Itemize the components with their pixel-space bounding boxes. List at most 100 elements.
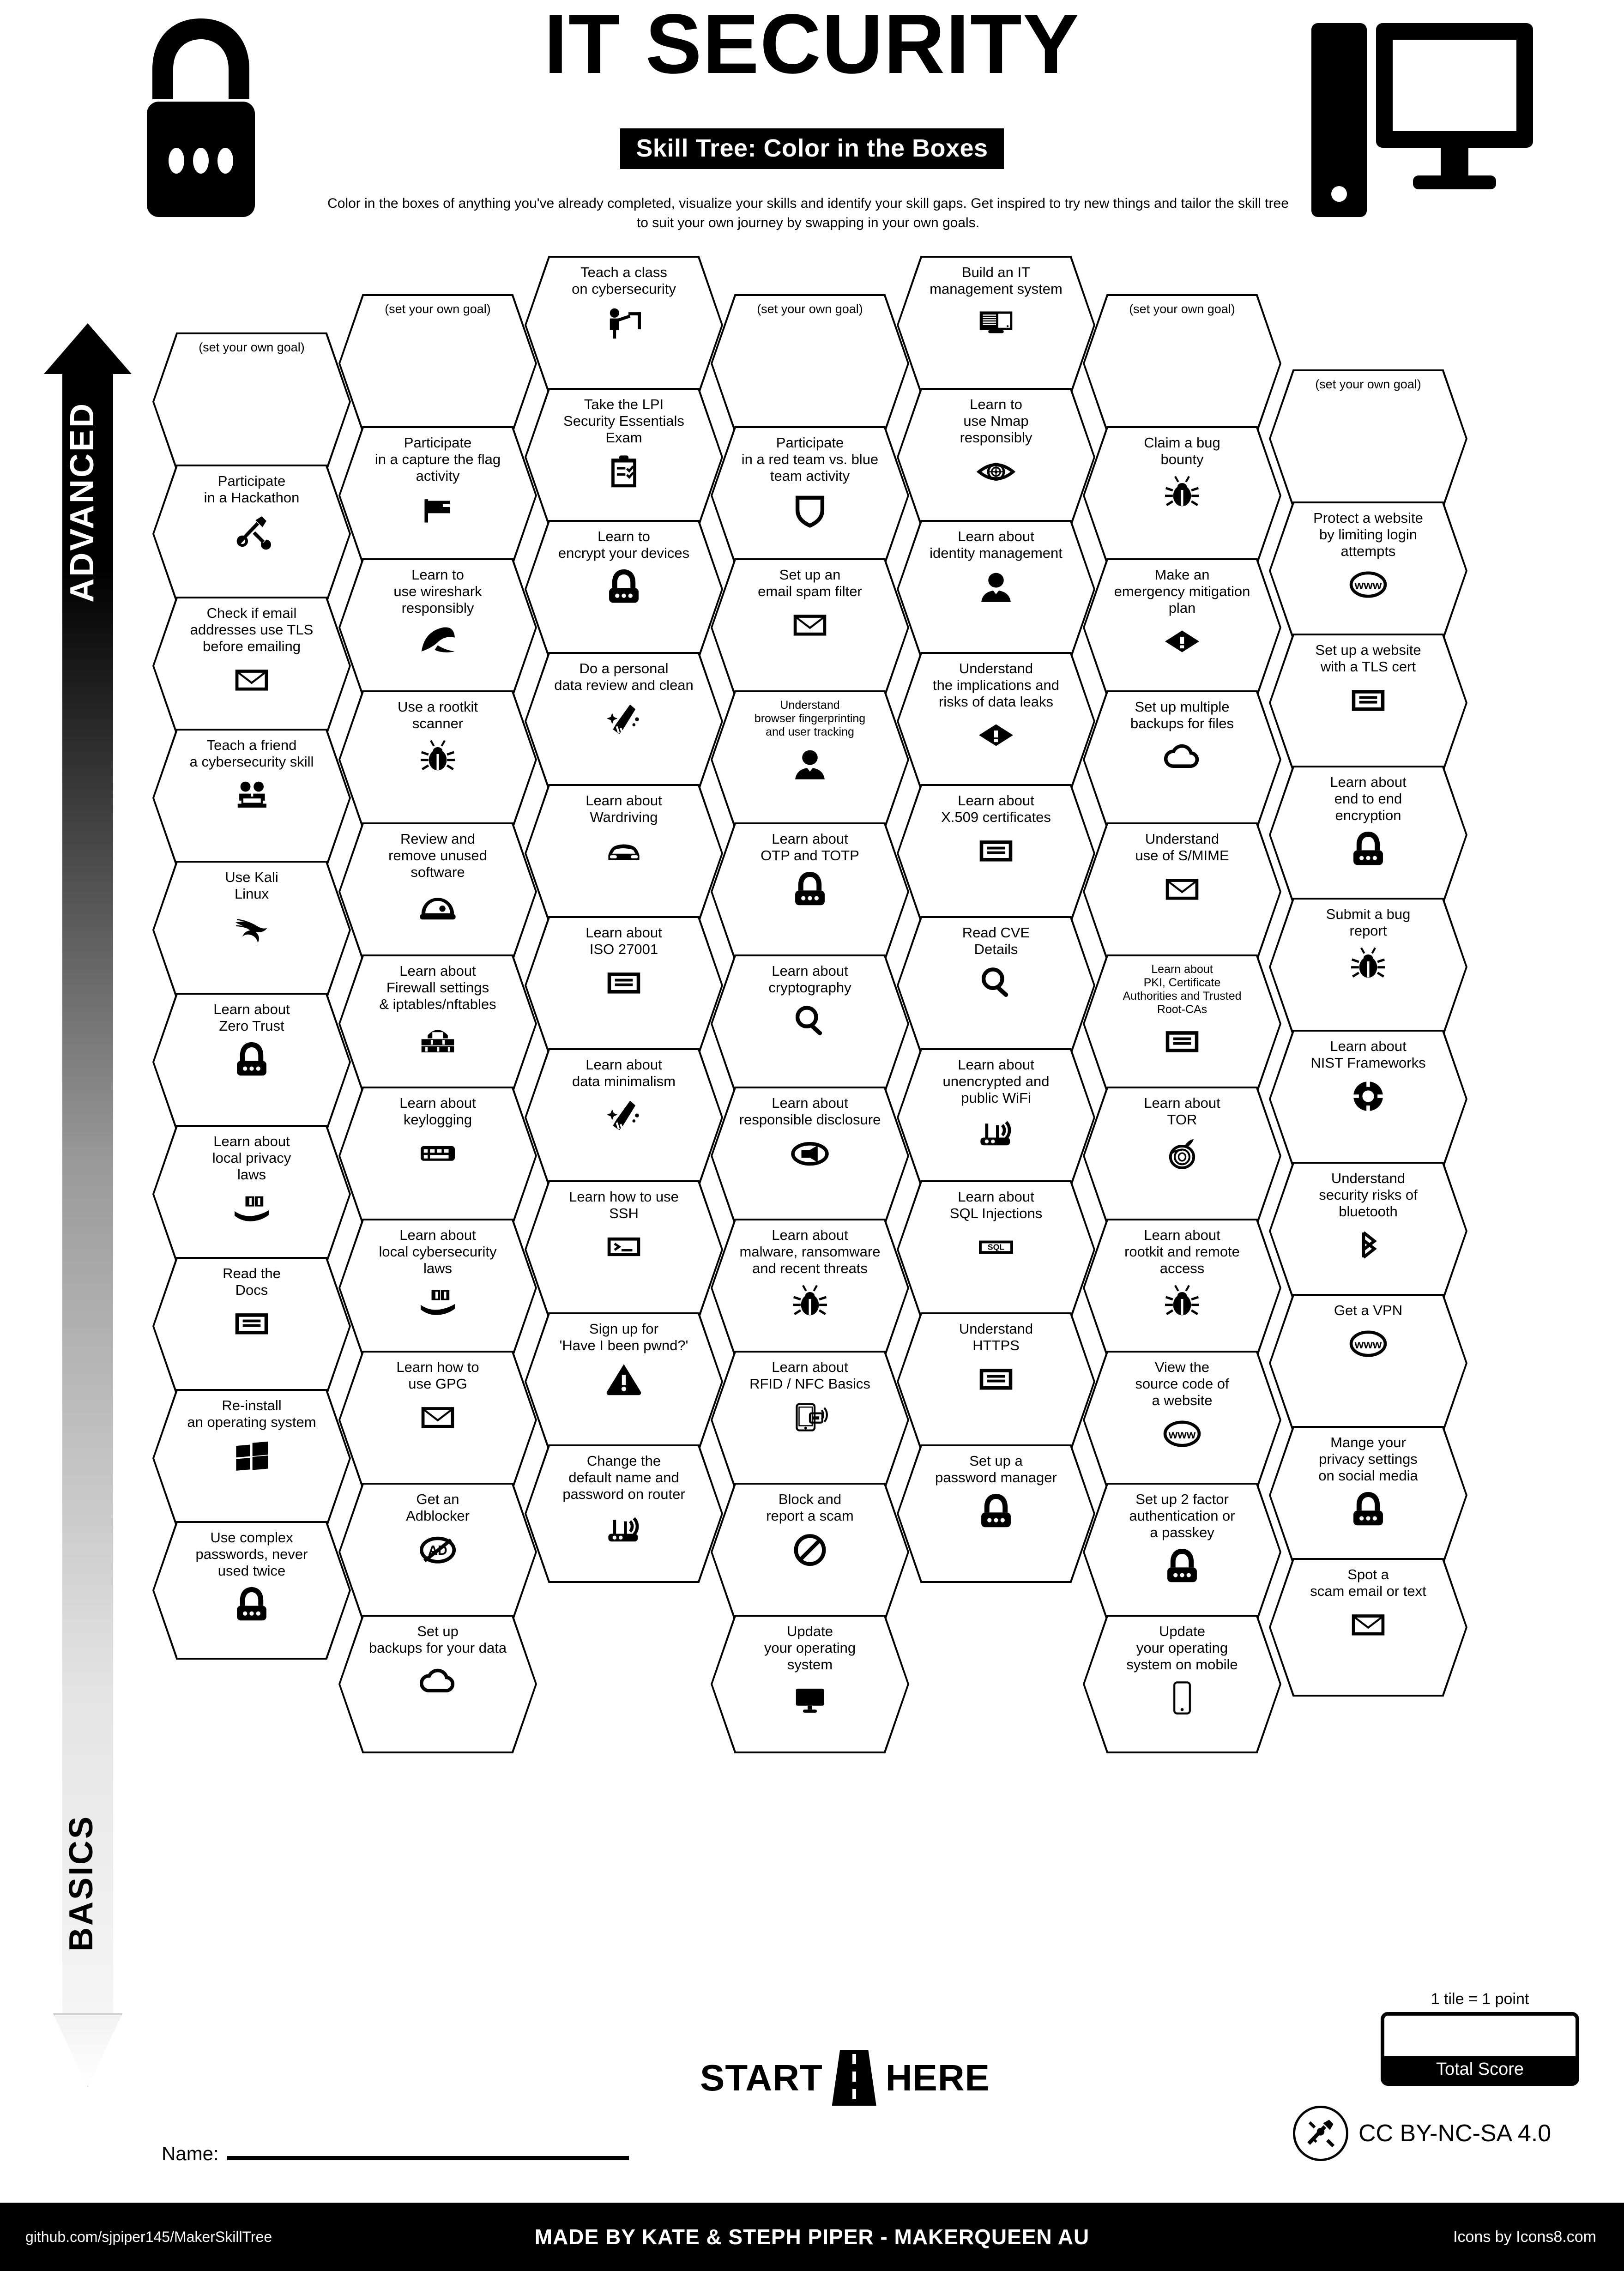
skill-tile[interactable]: Learn about X.509 certificates xyxy=(897,784,1095,923)
hex-fill xyxy=(526,1446,721,1581)
hex-fill xyxy=(154,334,349,469)
skill-tile[interactable]: Change the default name and password on … xyxy=(525,1444,723,1583)
skill-tile-label: Review and remove unused software xyxy=(388,831,487,880)
footer-icons-credit[interactable]: Icons by Icons8.com xyxy=(1453,2228,1596,2246)
hex-fill xyxy=(712,428,907,563)
skill-tile[interactable]: Set up a website with a TLS cert xyxy=(1269,634,1467,772)
skill-tile[interactable]: Learn about Wardriving xyxy=(525,784,723,923)
skill-tile[interactable]: Learn about TOR xyxy=(1083,1087,1281,1225)
skill-tile[interactable]: (set your own goal) xyxy=(1269,369,1467,508)
skill-tile[interactable]: Learn to use wireshark responsibly xyxy=(338,558,537,697)
skill-tile[interactable]: Participate in a Hackathon xyxy=(152,465,351,603)
skill-tile[interactable]: Understand browser fingerprinting and us… xyxy=(711,690,909,829)
skill-tile[interactable]: Sign up for 'Have I been pwnd?' xyxy=(525,1312,723,1451)
skill-tile[interactable]: (set your own goal) xyxy=(1083,294,1281,433)
skill-tile[interactable]: Learn about NIST Frameworks xyxy=(1269,1030,1467,1168)
skill-tile[interactable]: Set up a password manager xyxy=(897,1444,1095,1583)
skill-tile[interactable]: Learn about malware, ransomware and rece… xyxy=(711,1219,909,1357)
skill-tile[interactable]: Understand security risks of bluetooth xyxy=(1269,1162,1467,1300)
skill-tile[interactable]: Learn about RFID / NFC Basics xyxy=(711,1351,909,1489)
skill-tile[interactable]: Update your operating system xyxy=(711,1615,909,1753)
skill-tile[interactable]: Build an IT management system xyxy=(897,256,1095,394)
skill-tile[interactable]: Get a VPN www xyxy=(1269,1294,1467,1432)
skill-tile[interactable]: Learn about rootkit and remote access xyxy=(1083,1219,1281,1357)
bug-icon xyxy=(1163,1280,1201,1323)
skill-tile[interactable]: Use a rootkit scanner xyxy=(338,690,537,829)
hex-content: Learn about SQL Injections SQL xyxy=(897,1180,1095,1319)
skill-tile[interactable]: Read the Docs xyxy=(152,1257,351,1395)
padlock-icon xyxy=(604,565,643,608)
skill-tile[interactable]: Understand HTTPS xyxy=(897,1312,1095,1451)
skill-tile[interactable]: Set up multiple backups for files xyxy=(1083,690,1281,829)
skill-tile[interactable]: Protect a website by limiting login atte… xyxy=(1269,501,1467,640)
skill-tile[interactable]: Teach a friend a cybersecurity skill xyxy=(152,729,351,867)
name-input[interactable] xyxy=(227,2156,629,2160)
page-subtitle: Skill Tree: Color in the Boxes xyxy=(620,128,1004,169)
maker-tools-badge-icon xyxy=(1293,2106,1348,2161)
footer-github-link[interactable]: github.com/sjpiper145/MakerSkillTree xyxy=(25,2228,272,2245)
skill-tile[interactable]: Participate in a red team vs. blue team … xyxy=(711,426,909,565)
skill-tile[interactable]: Understand use of S/MIME xyxy=(1083,822,1281,961)
skill-tile[interactable]: Learn about OTP and TOTP xyxy=(711,822,909,961)
skill-tile[interactable]: Review and remove unused software xyxy=(338,822,537,961)
skill-tile[interactable]: (set your own goal) xyxy=(152,332,351,471)
skill-tile[interactable]: Learn how to use SSH xyxy=(525,1180,723,1319)
skill-tile[interactable]: Mange your privacy settings on social me… xyxy=(1269,1426,1467,1564)
skill-tile[interactable]: (set your own goal) xyxy=(711,294,909,433)
skill-tile-label: Understand browser fingerprinting and us… xyxy=(754,699,866,738)
hex-content: Re-install an operating system xyxy=(152,1389,351,1528)
skill-tile[interactable]: Participate in a capture the flag activi… xyxy=(338,426,537,565)
skill-tile[interactable]: Learn about keylogging xyxy=(338,1087,537,1225)
skill-tile[interactable]: Learn about Firewall settings & iptables… xyxy=(338,954,537,1093)
skill-tile[interactable]: Learn about PKI, Certificate Authorities… xyxy=(1083,954,1281,1093)
skill-tile[interactable]: Learn how to use GPG xyxy=(338,1351,537,1489)
skill-tile[interactable]: Teach a class on cybersecurity xyxy=(525,256,723,394)
skill-tile[interactable]: Block and report a scam xyxy=(711,1483,909,1621)
skill-tile[interactable]: Set up backups for your data xyxy=(338,1615,537,1753)
skill-tile[interactable]: View the source code of a website www xyxy=(1083,1351,1281,1489)
skill-tile[interactable]: Learn to encrypt your devices xyxy=(525,520,723,658)
skill-tile-label: Learn about rootkit and remote access xyxy=(1124,1227,1240,1276)
skill-tile[interactable]: Set up 2 factor authentication or a pass… xyxy=(1083,1483,1281,1621)
skill-tile[interactable]: Claim a bug bounty xyxy=(1083,426,1281,565)
total-score-box[interactable]: Total Score xyxy=(1381,2012,1579,2086)
www-icon: www xyxy=(1349,1323,1388,1365)
hex-fill xyxy=(340,560,535,695)
skill-tile[interactable]: Update your operating system on mobile xyxy=(1083,1615,1281,1753)
skill-tile[interactable]: Learn about Zero Trust xyxy=(152,993,351,1131)
skill-tile[interactable]: Make an emergency mitigation plan xyxy=(1083,558,1281,697)
skill-tile[interactable]: Submit a bug report xyxy=(1269,898,1467,1036)
skill-tile[interactable]: Learn about responsible disclosure xyxy=(711,1087,909,1225)
skill-tile[interactable]: Read CVE Details xyxy=(897,916,1095,1055)
skill-tile-label: Learn about Wardriving xyxy=(586,792,662,825)
skill-tile[interactable]: Learn about identity management xyxy=(897,520,1095,658)
skill-tile[interactable]: Get an Adblocker AD xyxy=(338,1483,537,1621)
skill-tile[interactable]: Learn to use Nmap responsibly xyxy=(897,388,1095,526)
intro-text: Color in the boxes of anything you've al… xyxy=(327,196,1289,230)
skill-tile[interactable]: Do a personal data review and clean xyxy=(525,652,723,791)
skill-tile[interactable]: Spot a scam email or text xyxy=(1269,1558,1467,1697)
skill-tile[interactable]: Learn about unencrypted and public WiFi xyxy=(897,1048,1095,1187)
total-score-input[interactable] xyxy=(1384,2016,1576,2056)
skill-tile[interactable]: Use complex passwords, never used twice xyxy=(152,1521,351,1660)
skill-tile[interactable]: Learn about ISO 27001 xyxy=(525,916,723,1055)
skill-tile-label: Learn about responsible disclosure xyxy=(739,1095,881,1128)
bug-icon xyxy=(1349,943,1388,985)
skill-tile[interactable]: Learn about cryptography xyxy=(711,954,909,1093)
skill-tile[interactable]: Re-install an operating system xyxy=(152,1389,351,1528)
skill-tile[interactable]: Learn about end to end encryption xyxy=(1269,766,1467,904)
skill-tile[interactable]: Learn about SQL Injections SQL xyxy=(897,1180,1095,1319)
skill-tile[interactable]: (set your own goal) xyxy=(338,294,537,433)
skill-tile-label: Use a rootkit scanner xyxy=(397,699,478,731)
skill-tile[interactable]: Learn about local privacy laws xyxy=(152,1125,351,1263)
skill-tile[interactable]: Understand the implications and risks of… xyxy=(897,652,1095,791)
hex-content: Set up an email spam filter xyxy=(711,558,909,697)
skill-tile[interactable]: Take the LPI Security Essentials Exam xyxy=(525,388,723,526)
padlock-icon xyxy=(147,18,255,217)
skill-tile[interactable]: Learn about local cybersecurity laws xyxy=(338,1219,537,1357)
hex-content: Learn about Firewall settings & iptables… xyxy=(338,954,537,1093)
skill-tile[interactable]: Set up an email spam filter xyxy=(711,558,909,697)
skill-tile[interactable]: Learn about data minimalism xyxy=(525,1048,723,1187)
skill-tile[interactable]: Check if email addresses use TLS before … xyxy=(152,597,351,735)
skill-tile[interactable]: Use Kali Linux xyxy=(152,861,351,999)
